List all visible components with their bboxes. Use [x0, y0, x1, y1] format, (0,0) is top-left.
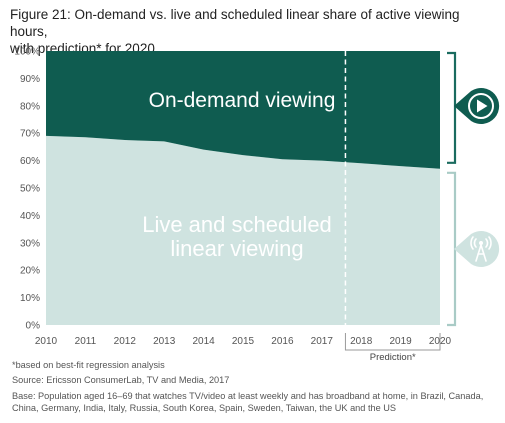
- broadcast-tower-icon-glyph: [470, 236, 492, 262]
- x-axis: 2010 2011 2012 2013 2014 2015 2016 2017 2018 2019…: [35, 336, 452, 347]
- y-tick-label: 40%: [20, 211, 40, 222]
- x-tick-label: 2015: [232, 336, 255, 347]
- x-tick-label: 2019: [389, 336, 412, 347]
- broadcast-tower-icon-badge: [454, 231, 500, 267]
- broadcast-tower-icon: [454, 231, 500, 267]
- bracket-on-demand: [447, 51, 457, 164]
- x-tick-label: 2012: [114, 336, 137, 347]
- x-tick-label: 2016: [271, 336, 294, 347]
- y-tick-label: 0%: [26, 321, 41, 332]
- base-note: Base: Population aged 16–69 that watches…: [12, 390, 484, 414]
- x-tick-label: 2018: [350, 336, 373, 347]
- tower-wave-right-outer: [488, 236, 492, 250]
- x-tick-label: 2011: [75, 336, 97, 347]
- y-tick-label: 60%: [20, 156, 40, 167]
- y-tick-label: 90%: [20, 74, 40, 85]
- y-tick-label: 80%: [20, 101, 40, 112]
- legend-brackets: [447, 51, 500, 327]
- area-on-demand: [46, 51, 440, 169]
- source-note: Source: Ericsson ConsumerLab, TV and Med…: [12, 374, 230, 385]
- prediction-label: Prediction*: [370, 352, 416, 360]
- prediction-bracket: Prediction*: [344, 333, 441, 360]
- area-chart: 0% 10% 20% 30% 40% 50% 60% 70% 80% 90% 100% On-dem…: [14, 47, 500, 360]
- play-icon-triangle: [477, 99, 488, 113]
- tower-wave-right: [485, 238, 489, 248]
- x-tick-label: 2013: [153, 336, 176, 347]
- tower-mast: [475, 244, 487, 262]
- chart-title-line-1: Figure 21: On-demand vs. live and schedu…: [10, 7, 460, 39]
- y-tick-label: 10%: [20, 293, 40, 304]
- y-tick-label: 70%: [20, 129, 40, 140]
- series-label-live-line-2: linear viewing: [170, 236, 303, 261]
- bracket-live-linear: [447, 171, 457, 327]
- prediction-bracket-line: [344, 333, 441, 351]
- x-tick-label: 2010: [35, 336, 58, 347]
- y-tick-label: 50%: [20, 184, 40, 195]
- plot-area: [46, 51, 440, 325]
- play-icon: [454, 88, 500, 125]
- y-axis: 0% 10% 20% 30% 40% 50% 60% 70% 80% 90% 100%: [14, 47, 40, 332]
- footnote: *based on best-fit regression analysis: [12, 360, 165, 370]
- tower-wave-left: [473, 238, 477, 248]
- series-label-on-demand: On-demand viewing: [149, 89, 336, 112]
- y-tick-label: 30%: [20, 238, 40, 249]
- x-tick-label: 2014: [192, 336, 215, 347]
- x-tick-label: 2017: [311, 336, 334, 347]
- series-label-live-line-1: Live and scheduled: [142, 212, 332, 237]
- tower-antenna: [479, 241, 483, 245]
- tower-wave-left-outer: [470, 236, 474, 250]
- y-tick-label: 100%: [14, 47, 40, 58]
- y-tick-label: 20%: [20, 266, 40, 277]
- play-icon-ring: [468, 93, 494, 119]
- chart-notes: *based on best-fit regression analysis S…: [12, 358, 502, 415]
- area-live-linear: [46, 135, 440, 325]
